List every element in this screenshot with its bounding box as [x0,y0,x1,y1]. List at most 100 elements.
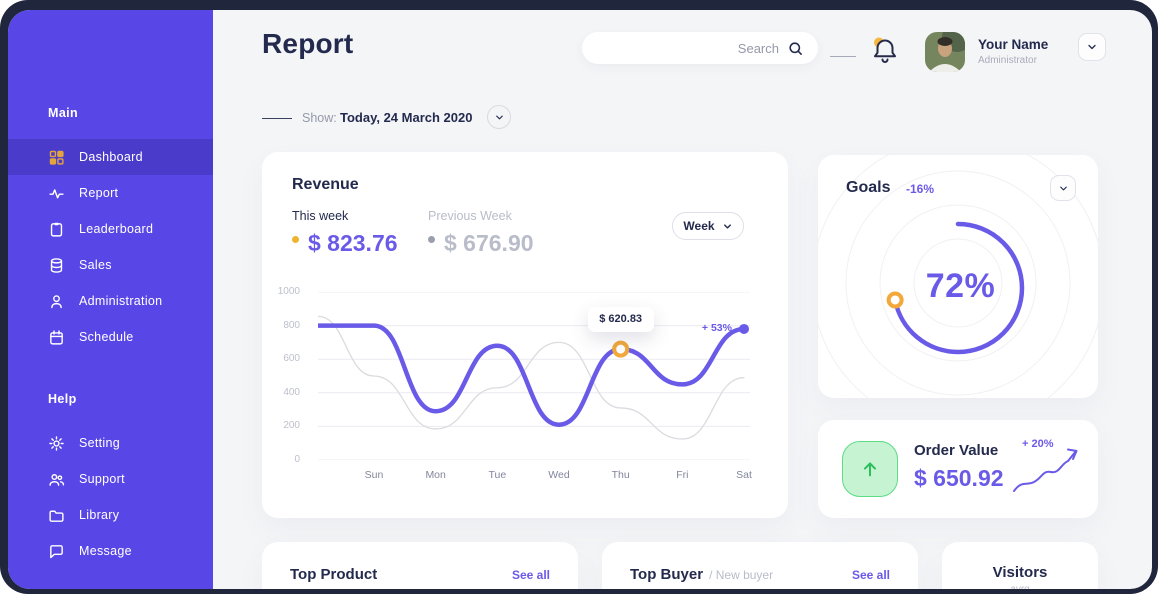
x-axis-label: Sun [364,469,384,481]
visitors-title: Visitors [992,564,1048,581]
goals-delta: -16% [906,182,935,196]
previous-week-line [318,315,745,440]
sidebar-item-message[interactable]: Message [8,533,213,569]
x-axis-label: Fri [676,469,689,481]
user-role: Administrator [978,55,1037,66]
sidebar: Main Dashboard Report Leaderboard [8,10,213,589]
x-axis-label: Sat [736,469,752,481]
sidebar-item-sales[interactable]: Sales [8,247,213,283]
date-dropdown-button[interactable] [487,105,511,129]
sidebar-item-label: Support [79,472,125,486]
revenue-chart: $ 620.83 + 53% Sun Mon Tue Wed Thu Fri Sat [318,292,752,492]
chart-y-axis: 0 200 400 600 800 1000 [262,286,308,465]
goals-progress-arc [891,221,1025,355]
main-content: Report Your Name Administrator [213,10,1152,589]
previous-week-label: Previous Week [428,209,512,223]
top-buyer-see-all-link[interactable]: See all [851,568,890,582]
users-icon [48,471,65,488]
avatar[interactable] [925,32,965,72]
previous-week-stat: Previous Week $ 676.90 [428,209,534,257]
sidebar-item-library[interactable]: Library [8,497,213,533]
this-week-stat: This week $ 823.76 [292,209,398,257]
chart-tooltip: $ 620.83 [587,307,654,333]
period-selector[interactable]: Week [672,212,744,240]
previous-week-value: $ 676.90 [444,230,534,256]
notification-bell-icon[interactable] [871,36,899,66]
visitors-card: Visitors avrg [942,542,1098,589]
show-decorative-line [262,118,292,119]
order-value-card: Order Value $ 650.92 + 20% [818,420,1098,518]
chart-end-label: + 53% [701,321,732,334]
sidebar-item-support[interactable]: Support [8,461,213,497]
sidebar-item-administration[interactable]: Administration [8,283,213,319]
activity-icon [48,185,65,202]
search-bar[interactable] [582,32,818,64]
clipboard-icon [48,221,65,238]
user-menu-button[interactable] [1078,33,1106,61]
sidebar-main-items: Dashboard Report Leaderboard Sales [8,139,213,355]
person-icon [48,293,65,310]
show-label: Show: [302,111,337,125]
dashboard-grid-icon [48,149,65,166]
sidebar-item-label: Message [79,544,132,558]
avatar-photo [925,32,965,72]
chevron-down-icon [1059,186,1067,190]
y-axis-tick: 600 [283,353,300,365]
top-product-card: Top Product See all [262,542,578,589]
revenue-chart-plot [318,292,750,460]
order-value-title: Order Value [914,442,999,459]
this-week-label: This week [292,209,349,223]
end-dot [739,323,749,334]
search-input[interactable] [619,40,779,56]
sidebar-item-schedule[interactable]: Schedule [8,319,213,355]
sidebar-item-label: Report [79,186,119,200]
period-selector-value: Week [683,219,715,233]
sidebar-section-help-label: Help [48,392,77,406]
this-week-value: $ 823.76 [308,230,398,256]
top-product-see-all-link[interactable]: See all [511,568,550,582]
chevron-down-icon [1088,44,1096,50]
sidebar-item-label: Library [79,508,120,522]
sidebar-item-label: Dashboard [79,150,143,164]
chat-icon [48,543,65,560]
x-axis-label: Mon [425,469,446,481]
order-value-trend-tile [842,441,898,497]
y-axis-tick: 1000 [277,286,300,297]
user-info: Your Name Administrator [978,37,1048,66]
y-axis-tick: 400 [283,386,300,398]
sidebar-item-dashboard[interactable]: Dashboard [8,139,213,175]
goals-title: Goals [846,179,891,196]
top-buyer-card: Top Buyer / New buyer See all [602,542,918,589]
goals-card: Goals -16% 72% [818,155,1098,398]
database-icon [48,257,65,274]
sparkline-arrow-icon [1013,448,1078,492]
page-title: Report [262,28,354,59]
x-axis-label: Wed [548,469,570,481]
header-divider [830,56,856,57]
show-date-value: Today, 24 March 2020 [340,110,473,125]
sidebar-item-label: Setting [79,436,121,450]
y-axis-tick: 200 [283,420,300,432]
sidebar-item-leaderboard[interactable]: Leaderboard [8,211,213,247]
sidebar-item-label: Schedule [79,330,134,344]
top-product-title: Top Product [290,566,378,583]
sidebar-item-label: Administration [79,294,163,308]
chevron-down-icon [495,115,503,119]
highlight-marker [612,340,630,358]
user-name: Your Name [978,37,1049,52]
order-value-sparkline: + 20% [1008,436,1086,504]
calendar-icon [48,329,65,346]
top-buyer-subtitle: / New buyer [709,568,774,582]
sidebar-item-report[interactable]: Report [8,175,213,211]
sidebar-item-setting[interactable]: Setting [8,425,213,461]
goals-menu-button[interactable] [1050,175,1076,201]
this-week-line [318,323,747,427]
sidebar-help-items: Setting Support Library Message [8,425,213,569]
app-screen: Main Dashboard Report Leaderboard [8,10,1152,589]
sidebar-section-main-label: Main [48,106,79,120]
x-axis-label: Tue [488,469,507,481]
previous-week-dot [428,236,435,243]
top-buyer-title-text: Top Buyer [630,566,704,583]
order-value-delta: + 20% [1022,438,1054,450]
sidebar-item-label: Leaderboard [79,222,154,236]
